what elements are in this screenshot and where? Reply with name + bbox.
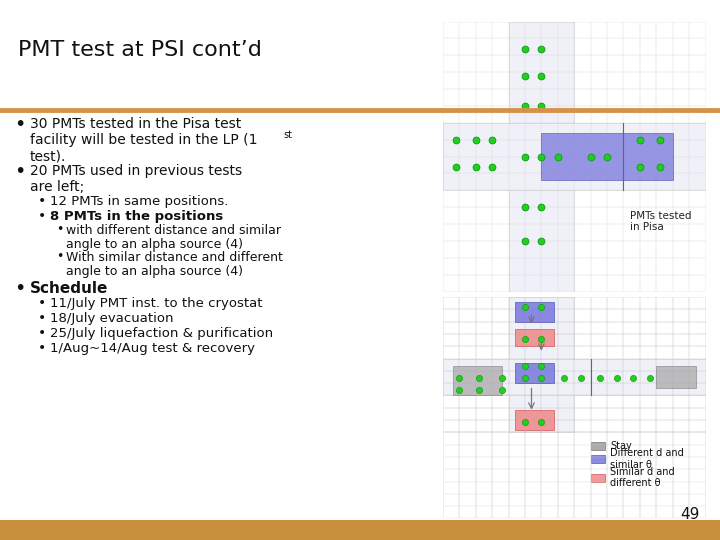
Text: •: • (38, 311, 46, 325)
Bar (541, 133, 672, 180)
Bar (657, 366, 696, 388)
Bar (0, 520, 720, 540)
Text: with different distance and similar: with different distance and similar (66, 224, 281, 237)
Text: •: • (56, 223, 63, 236)
Text: facility will be tested in the LP (1: facility will be tested in the LP (1 (30, 133, 258, 147)
Text: •: • (38, 326, 46, 340)
Text: 25/July liquefaction & purification: 25/July liquefaction & purification (50, 327, 273, 340)
Text: PMT test at PSI cont’d: PMT test at PSI cont’d (18, 40, 262, 60)
Text: •: • (14, 162, 25, 181)
Text: 30 PMTs tested in the Pisa test: 30 PMTs tested in the Pisa test (30, 117, 241, 131)
Text: 11/July PMT inst. to the cryostat: 11/July PMT inst. to the cryostat (50, 297, 263, 310)
Bar (590, 474, 606, 482)
Text: Different d and
similar θ: Different d and similar θ (611, 448, 684, 470)
Text: 12 PMTs in same positions.: 12 PMTs in same positions. (50, 195, 228, 208)
Text: •: • (14, 279, 25, 298)
Text: st: st (283, 130, 292, 140)
Bar (443, 123, 706, 191)
Text: Similar d and
different θ: Similar d and different θ (611, 467, 675, 488)
Text: •: • (38, 341, 46, 355)
Text: •: • (14, 115, 25, 134)
Text: test).: test). (30, 149, 66, 163)
Text: angle to an alpha source (4): angle to an alpha source (4) (66, 238, 243, 251)
Bar (508, 22, 575, 292)
Text: 1/Aug~14/Aug test & recovery: 1/Aug~14/Aug test & recovery (50, 342, 255, 355)
Text: 8 PMTs in the positions: 8 PMTs in the positions (50, 210, 223, 223)
Bar (590, 455, 606, 463)
Text: With similar distance and different: With similar distance and different (66, 251, 283, 264)
Bar (515, 363, 554, 383)
Text: •: • (38, 296, 46, 310)
Bar (508, 297, 575, 433)
Text: 20 PMTs used in previous tests: 20 PMTs used in previous tests (30, 164, 242, 178)
Bar (443, 359, 706, 395)
Bar (453, 366, 502, 395)
Bar (515, 410, 554, 430)
Text: PMTs tested
in Pisa: PMTs tested in Pisa (630, 211, 691, 232)
Text: Stay: Stay (611, 441, 632, 450)
Text: •: • (38, 194, 46, 208)
Text: Schedule: Schedule (30, 281, 109, 296)
Bar (515, 302, 554, 322)
Bar (515, 329, 554, 346)
Text: angle to an alpha source (4): angle to an alpha source (4) (66, 265, 243, 278)
Text: are left;: are left; (30, 180, 84, 194)
Text: •: • (38, 209, 46, 223)
Text: 49: 49 (680, 507, 700, 522)
Text: •: • (56, 250, 63, 263)
Text: 18/July evacuation: 18/July evacuation (50, 312, 174, 325)
Bar (590, 442, 606, 449)
